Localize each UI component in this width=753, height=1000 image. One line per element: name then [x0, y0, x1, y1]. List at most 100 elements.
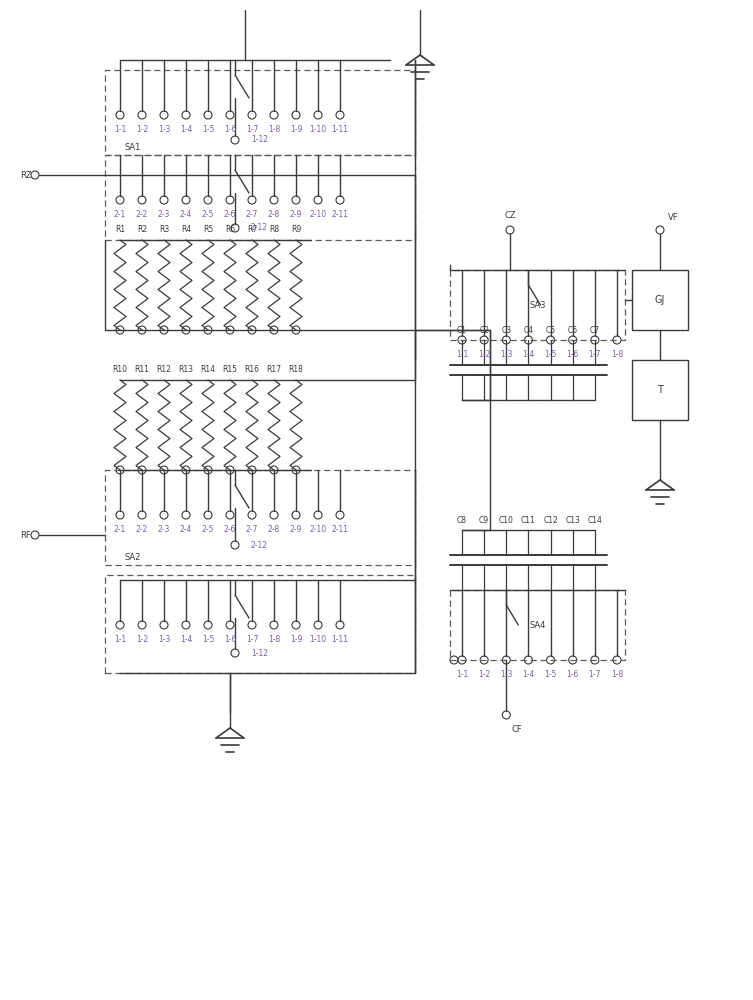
- Text: 2-12: 2-12: [251, 224, 268, 232]
- Text: R5: R5: [203, 225, 213, 234]
- Text: 2-11: 2-11: [331, 210, 349, 219]
- Bar: [632, 360, 688, 420]
- Text: 1-7: 1-7: [245, 125, 258, 134]
- Text: 1-8: 1-8: [611, 670, 623, 679]
- Text: R16: R16: [245, 365, 260, 374]
- Text: 1-4: 1-4: [180, 125, 192, 134]
- Text: C1: C1: [457, 326, 467, 335]
- Text: 2-4: 2-4: [180, 525, 192, 534]
- Bar: [105, 470, 415, 565]
- Text: CZ: CZ: [505, 211, 517, 220]
- Text: GJ: GJ: [655, 295, 665, 305]
- Text: 2-5: 2-5: [202, 210, 214, 219]
- Text: 2-3: 2-3: [158, 210, 170, 219]
- Text: 1-7: 1-7: [589, 670, 601, 679]
- Text: R3: R3: [159, 225, 169, 234]
- Text: 1-8: 1-8: [268, 125, 280, 134]
- Text: R12: R12: [157, 365, 172, 374]
- Text: CF: CF: [511, 725, 522, 734]
- Text: 2-9: 2-9: [290, 210, 302, 219]
- Bar: [632, 270, 688, 330]
- Text: 1-10: 1-10: [309, 125, 327, 134]
- Text: 1-5: 1-5: [544, 350, 556, 359]
- Text: R7: R7: [247, 225, 257, 234]
- Text: 1-5: 1-5: [544, 670, 556, 679]
- Text: 1-12: 1-12: [251, 648, 268, 658]
- Text: 2-6: 2-6: [224, 210, 236, 219]
- Text: 2-7: 2-7: [245, 210, 258, 219]
- Bar: [105, 155, 415, 240]
- Text: C10: C10: [498, 516, 514, 525]
- Text: 1-3: 1-3: [500, 350, 513, 359]
- Text: 2-1: 2-1: [114, 525, 126, 534]
- Text: C4: C4: [523, 326, 533, 335]
- Text: 2-3: 2-3: [158, 525, 170, 534]
- Text: C5: C5: [545, 326, 556, 335]
- Bar: [105, 575, 415, 673]
- Text: 2-1: 2-1: [114, 210, 126, 219]
- Text: 2-6: 2-6: [224, 525, 236, 534]
- Text: 1-11: 1-11: [331, 635, 349, 644]
- Text: 1-4: 1-4: [180, 635, 192, 644]
- Text: 2-9: 2-9: [290, 525, 302, 534]
- Text: 1-1: 1-1: [456, 670, 468, 679]
- Text: R11: R11: [135, 365, 149, 374]
- Text: 1-6: 1-6: [566, 350, 579, 359]
- Text: C9: C9: [479, 516, 489, 525]
- Text: C8: C8: [457, 516, 467, 525]
- Text: SA3: SA3: [529, 300, 546, 310]
- Text: R15: R15: [222, 365, 237, 374]
- Text: 1-3: 1-3: [500, 670, 513, 679]
- Text: C11: C11: [521, 516, 536, 525]
- Text: 1-6: 1-6: [224, 635, 236, 644]
- Text: 1-2: 1-2: [478, 670, 490, 679]
- Text: 1-5: 1-5: [202, 125, 214, 134]
- Text: 1-7: 1-7: [245, 635, 258, 644]
- Text: R9: R9: [291, 225, 301, 234]
- Text: 2-10: 2-10: [309, 525, 327, 534]
- Text: 1-3: 1-3: [158, 635, 170, 644]
- Text: 1-1: 1-1: [114, 635, 126, 644]
- Text: 1-11: 1-11: [331, 125, 349, 134]
- Text: RF: RF: [20, 530, 31, 540]
- Text: R18: R18: [288, 365, 303, 374]
- Text: C2: C2: [479, 326, 489, 335]
- Text: C7: C7: [590, 326, 600, 335]
- Text: R6: R6: [225, 225, 235, 234]
- Text: 1-1: 1-1: [114, 125, 126, 134]
- Text: R17: R17: [267, 365, 282, 374]
- Text: 1-6: 1-6: [566, 670, 579, 679]
- Text: RZ: RZ: [20, 170, 32, 180]
- Text: R14: R14: [200, 365, 215, 374]
- Text: 1-2: 1-2: [136, 125, 148, 134]
- Text: R1: R1: [115, 225, 125, 234]
- Text: 1-2: 1-2: [136, 635, 148, 644]
- Text: 1-8: 1-8: [611, 350, 623, 359]
- Text: 1-2: 1-2: [478, 350, 490, 359]
- Text: 2-2: 2-2: [136, 210, 148, 219]
- Text: 1-7: 1-7: [589, 350, 601, 359]
- Text: 2-2: 2-2: [136, 525, 148, 534]
- Text: R4: R4: [181, 225, 191, 234]
- Text: R13: R13: [178, 365, 194, 374]
- Text: T: T: [657, 385, 663, 395]
- Text: 1-12: 1-12: [251, 135, 268, 144]
- Bar: [105, 70, 415, 155]
- Text: 1-9: 1-9: [290, 635, 302, 644]
- Text: 2-8: 2-8: [268, 210, 280, 219]
- Text: 2-4: 2-4: [180, 210, 192, 219]
- Text: 2-11: 2-11: [331, 525, 349, 534]
- Bar: [450, 590, 625, 660]
- Bar: [450, 270, 625, 340]
- Text: C12: C12: [543, 516, 558, 525]
- Text: 1-4: 1-4: [523, 670, 535, 679]
- Text: SA2: SA2: [125, 552, 142, 562]
- Text: VF: VF: [668, 213, 678, 222]
- Text: 2-7: 2-7: [245, 525, 258, 534]
- Text: C6: C6: [568, 326, 578, 335]
- Text: SA1: SA1: [125, 142, 142, 151]
- Text: 2-10: 2-10: [309, 210, 327, 219]
- Text: 1-6: 1-6: [224, 125, 236, 134]
- Text: SA4: SA4: [529, 620, 546, 630]
- Text: C14: C14: [587, 516, 602, 525]
